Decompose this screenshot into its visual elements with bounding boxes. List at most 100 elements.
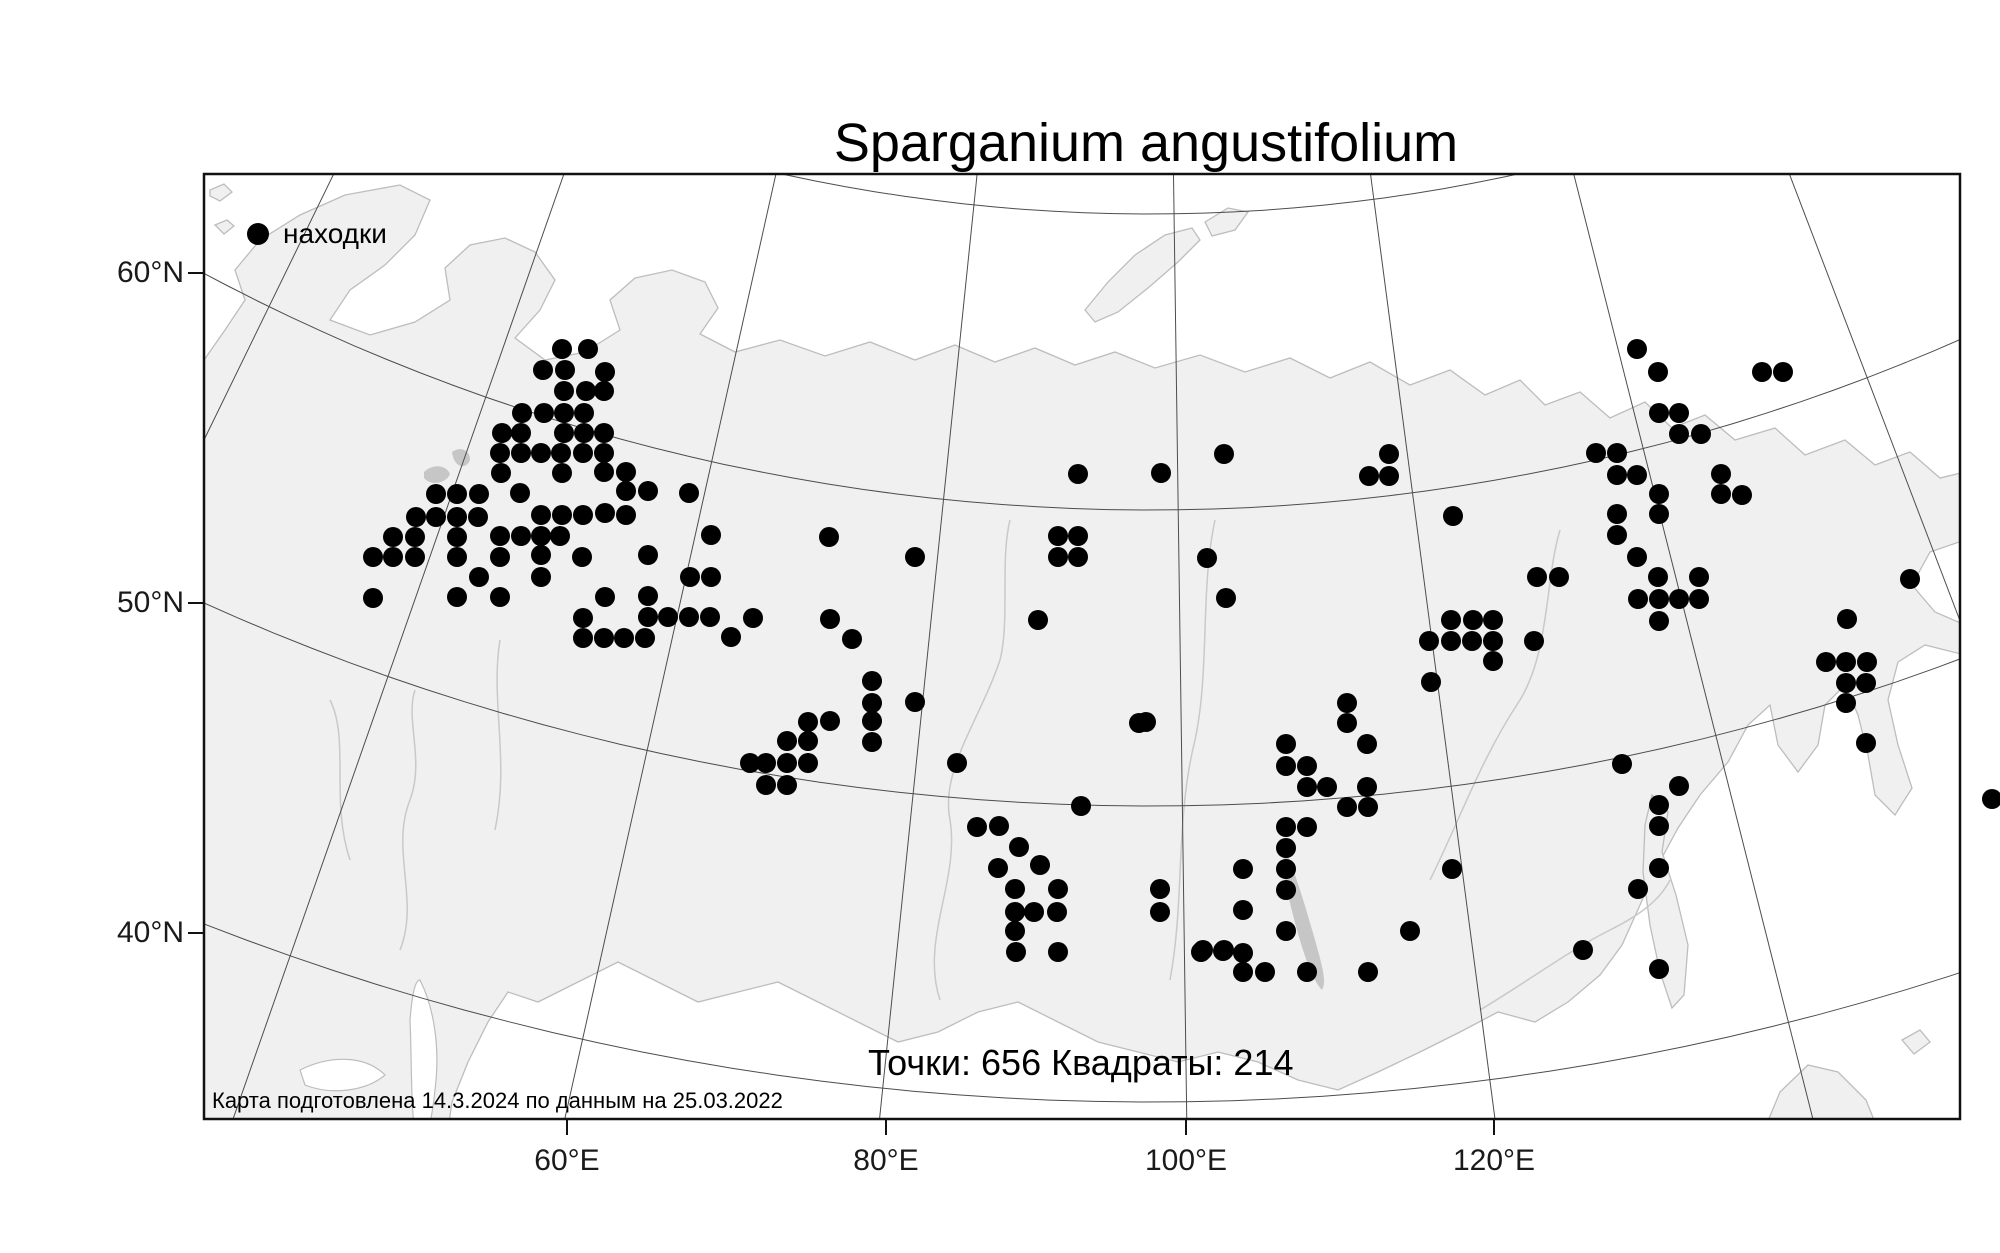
occurrence-point (1816, 652, 1836, 672)
landmass-layer (204, 183, 1960, 1119)
meridian-line (564, 174, 777, 1119)
occurrence-point (1359, 466, 1379, 486)
occurrence-point (777, 775, 797, 795)
occurrence-point (469, 567, 489, 587)
occurrence-point (490, 526, 510, 546)
occurrence-point (1276, 756, 1296, 776)
occurrence-point (1628, 879, 1648, 899)
occurrence-point (1442, 859, 1462, 879)
sea-shape (299, 1058, 386, 1092)
occurrence-point (1836, 673, 1856, 693)
occurrence-point (555, 360, 575, 380)
occurrence-point (468, 507, 488, 527)
occurrence-point (1612, 754, 1632, 774)
occurrence-point (756, 753, 776, 773)
occurrence-point (1048, 879, 1068, 899)
occurrence-point (1462, 631, 1482, 651)
occurrence-point (1419, 631, 1439, 651)
occurrence-point (1463, 610, 1483, 630)
occurrence-point (1337, 797, 1357, 817)
occurrence-point (594, 423, 614, 443)
occurrence-point (777, 753, 797, 773)
occurrence-point (1233, 962, 1253, 982)
occurrence-point (1900, 569, 1920, 589)
occurrence-point (1005, 921, 1025, 941)
occurrence-point (638, 481, 658, 501)
occurrence-point (798, 753, 818, 773)
occurrence-point (1213, 941, 1233, 961)
occurrence-point (595, 503, 615, 523)
occurrence-point (469, 484, 489, 504)
occurrence-point (680, 567, 700, 587)
occurrence-point (1649, 611, 1669, 631)
occurrence-point (1297, 962, 1317, 982)
occurrence-point (700, 607, 720, 627)
occurrence-point (1028, 610, 1048, 630)
occurrence-point (1048, 547, 1068, 567)
sea-shape (409, 979, 438, 1119)
occurrence-point (820, 609, 840, 629)
occurrence-point (740, 753, 760, 773)
occurrence-point (1357, 734, 1377, 754)
occurrence-point (1009, 837, 1029, 857)
occurrence-point (1024, 902, 1044, 922)
river-line (1429, 529, 1561, 881)
occurrence-point (1276, 880, 1296, 900)
island-shape (209, 183, 233, 202)
occurrence-point (1628, 589, 1648, 609)
occurrence-point (363, 547, 383, 567)
occurrence-point (1421, 672, 1441, 692)
occurrence-point (510, 483, 530, 503)
lat-axis-label: 60°N (116, 256, 184, 289)
occurrence-point (405, 547, 425, 567)
occurrence-point (1233, 943, 1253, 963)
lat-axis-label: 50°N (116, 586, 184, 619)
island-shape (1084, 227, 1201, 323)
occurrence-point (512, 403, 532, 423)
occurrence-point (1276, 817, 1296, 837)
occurrence-point (638, 586, 658, 606)
occurrence-point (988, 858, 1008, 878)
lake-shape (1283, 848, 1325, 990)
occurrence-point (595, 362, 615, 382)
occurrence-point (1689, 589, 1709, 609)
occurrence-point (1337, 693, 1357, 713)
meridian-line (1573, 174, 1814, 1119)
occurrence-point (947, 753, 967, 773)
occurrence-point (511, 443, 531, 463)
island-shape (1204, 207, 1250, 237)
occurrence-point (550, 526, 570, 546)
occurrence-point (1607, 443, 1627, 463)
occurrence-point (1483, 631, 1503, 651)
legend-label: находки (283, 218, 387, 249)
occurrence-point (1068, 526, 1088, 546)
occurrence-point (1649, 795, 1669, 815)
occurrence-point (1857, 652, 1877, 672)
occurrence-point (721, 627, 741, 647)
lake-shape (424, 466, 450, 483)
occurrence-point (383, 547, 403, 567)
occurrence-point (1627, 339, 1647, 359)
meridian-line (232, 174, 565, 1119)
eurasia-landmass (204, 184, 1960, 1119)
occurrence-point (1669, 424, 1689, 444)
occurrence-point (1483, 610, 1503, 630)
occurrence-point (578, 339, 598, 359)
occurrence-point (447, 587, 467, 607)
occurrence-point (490, 587, 510, 607)
occurrence-point (594, 381, 614, 401)
occurrence-point (1856, 673, 1876, 693)
occurrence-point (1297, 777, 1317, 797)
occurrence-point (905, 547, 925, 567)
meridian-line (879, 174, 978, 1119)
occurrence-point (819, 527, 839, 547)
occurrence-point (1607, 465, 1627, 485)
lon-axis-label: 80°E (853, 1144, 919, 1177)
occurrence-point (533, 360, 553, 380)
occurrence-point (1233, 900, 1253, 920)
occurrence-point (1837, 609, 1857, 629)
occurrence-point (1752, 362, 1772, 382)
river-line (399, 689, 417, 951)
